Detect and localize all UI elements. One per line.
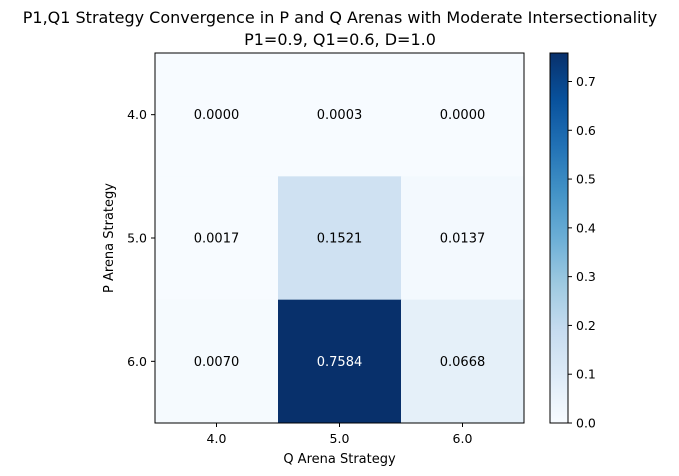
heatmap-cell <box>155 176 279 301</box>
colorbar-frame <box>549 52 569 424</box>
cell-value-label: 0.0668 <box>440 355 486 370</box>
heatmap-cell <box>401 53 525 177</box>
cell-value-label: 0.0137 <box>440 232 486 247</box>
cell-value-label: 0.0070 <box>194 355 240 370</box>
colorbar-tick-label: 0.3 <box>576 269 596 284</box>
heatmap-cell <box>401 299 525 424</box>
x-tick-label: 4.0 <box>207 431 227 446</box>
cell-value-label: 0.0000 <box>440 108 486 123</box>
y-tick-label: 6.0 <box>127 354 147 369</box>
heatmap-cells <box>155 53 525 424</box>
colorbar-tick-label: 0.7 <box>576 74 596 89</box>
x-tick-label: 6.0 <box>453 431 473 446</box>
cell-value-label: 0.0017 <box>194 232 240 247</box>
colorbar-tick-label: 0.1 <box>576 367 596 382</box>
colorbar-tick-label: 0.5 <box>576 172 596 187</box>
heatmap-cell-labels: 0.0000 0.0003 0.0000 0.0017 0.1521 0.0137 0.00… <box>194 108 486 370</box>
cell-value-label: 0.0003 <box>317 108 363 123</box>
heatmap-cell <box>278 176 402 301</box>
heatmap-cell <box>278 53 402 177</box>
x-axis-label: Q Arena Strategy <box>283 452 396 467</box>
cell-value-label: 0.7584 <box>317 355 363 370</box>
colorbar <box>550 53 568 423</box>
cell-value-label: 0.0000 <box>194 108 240 123</box>
y-tick-label: 5.0 <box>127 231 147 246</box>
cell-value-label: 0.1521 <box>317 232 363 247</box>
heatmap-cell <box>155 299 279 424</box>
chart-title: P1,Q1 Strategy Convergence in P and Q Ar… <box>23 8 657 27</box>
y-axis-ticks: 4.0 5.0 6.0 <box>127 107 155 369</box>
colorbar-tick-label: 0.0 <box>576 416 596 431</box>
colorbar-tick-label: 0.6 <box>576 123 596 138</box>
heatmap-cell <box>401 176 525 301</box>
colorbar-tick-label: 0.4 <box>576 220 596 235</box>
y-axis-label: P Arena Strategy <box>102 183 117 293</box>
x-axis-ticks: 4.0 5.0 6.0 <box>207 423 473 446</box>
heatmap-cell <box>278 299 402 424</box>
x-tick-label: 5.0 <box>330 431 350 446</box>
chart-subtitle: P1=0.9, Q1=0.6, D=1.0 <box>244 30 436 49</box>
heatmap-cell <box>155 53 279 177</box>
colorbar-tick-label: 0.2 <box>576 318 596 333</box>
colorbar-ticks: 0.0 0.1 0.2 0.3 0.4 0.5 0.6 0.7 <box>568 74 596 431</box>
y-tick-label: 4.0 <box>127 107 147 122</box>
